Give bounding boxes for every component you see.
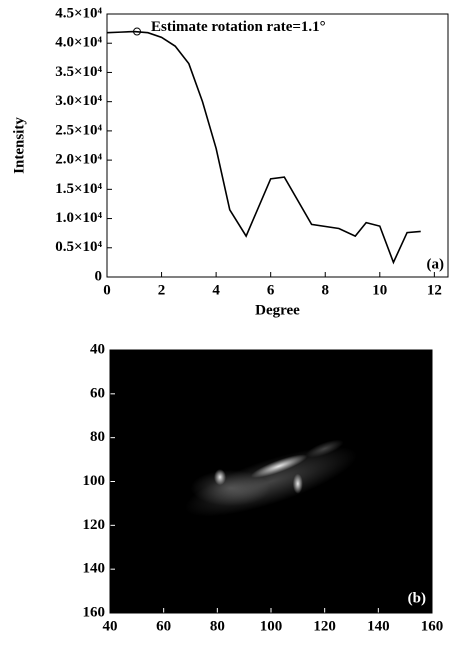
y-tick-label: 2.0×10⁴ [55, 152, 102, 168]
x-tick-label: 60 [156, 618, 171, 634]
image-blob [250, 454, 308, 478]
x-tick-label: 8 [321, 282, 329, 298]
x-tick-label: 2 [158, 282, 166, 298]
y-axis-title: Intensity [11, 117, 27, 174]
x-tick-label: 10 [372, 282, 387, 298]
image-blob [305, 439, 344, 458]
y-tick-label: 1.0×10⁴ [55, 210, 102, 226]
x-axis-title: Degree [255, 302, 300, 318]
y-tick-label: 100 [83, 473, 106, 489]
y-tick-label: 3.0×10⁴ [55, 93, 102, 109]
marker [133, 27, 142, 36]
line-series [106, 30, 421, 265]
x-tick-label: 160 [421, 618, 444, 634]
x-tick-label: 100 [260, 618, 283, 634]
y-tick-label: 2.5×10⁴ [55, 122, 102, 138]
plot-frame [109, 349, 433, 614]
image-blob [214, 469, 227, 486]
y-tick-label: 120 [83, 517, 106, 533]
y-tick-label: 80 [90, 429, 105, 445]
plot-frame [106, 13, 449, 278]
panel-label: (a) [427, 256, 445, 272]
x-tick-label: 12 [427, 282, 442, 298]
y-tick-label: 0 [95, 268, 103, 284]
plot-bg [107, 14, 448, 277]
panel-label: (b) [408, 590, 426, 606]
y-tick-label: 4.0×10⁴ [55, 35, 102, 51]
y-tick-label: 40 [90, 341, 105, 357]
x-tick-label: 40 [103, 618, 118, 634]
x-tick-label: 6 [267, 282, 275, 298]
image-blob [190, 470, 271, 507]
annotation: Estimate rotation rate=1.1° [151, 19, 326, 35]
y-tick-label: 0.5×10⁴ [55, 239, 102, 255]
y-tick-label: 160 [83, 604, 106, 620]
y-tick-label: 3.5×10⁴ [55, 64, 102, 80]
x-tick-label: 80 [210, 618, 225, 634]
x-tick-label: 140 [367, 618, 390, 634]
image-blob [292, 473, 303, 494]
y-tick-label: 60 [90, 385, 105, 401]
x-tick-label: 120 [313, 618, 336, 634]
y-tick-label: 1.5×10⁴ [55, 181, 102, 197]
x-tick-label: 0 [103, 282, 111, 298]
x-tick-label: 4 [212, 282, 220, 298]
y-tick-label: 140 [83, 561, 106, 577]
y-tick-label: 4.5×10⁴ [55, 5, 102, 21]
